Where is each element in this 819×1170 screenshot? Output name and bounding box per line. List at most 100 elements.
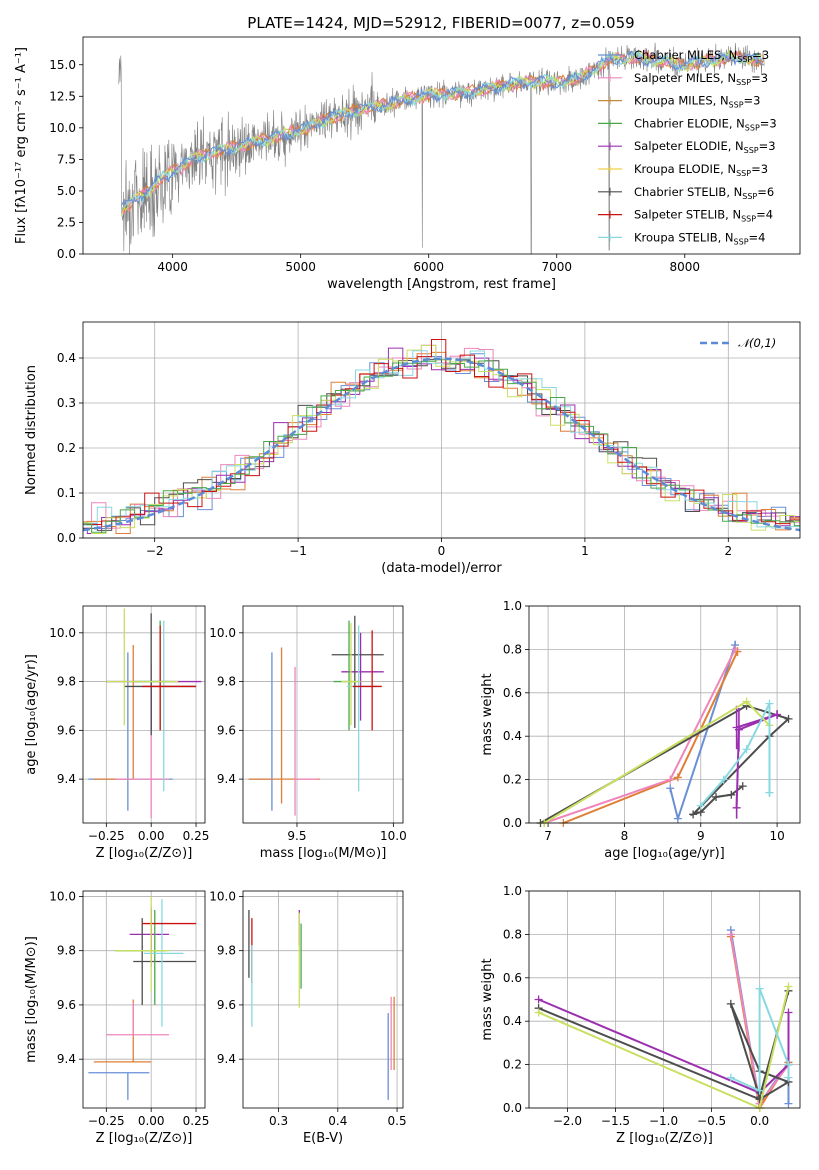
age_vs_mass-errorbar-point <box>248 647 321 804</box>
legend-suffix: =3 <box>744 94 761 108</box>
age_vs_mass-axes: 9.5 10.0 9.4 9.6 9.8 10.0 mass [log₁₀(M/M⊙)] <box>209 606 407 861</box>
weight_vs_age-ylabel: mass weight <box>480 673 495 755</box>
weight_vs_age-ytick-label: 0.8 <box>503 642 522 656</box>
spectrum-ylabel: Flux [fλ10⁻¹⁷ erg cm⁻² s⁻¹ A⁻¹] <box>14 47 29 244</box>
weight_vs_age-ytick-label: 0.0 <box>503 816 522 830</box>
weight_vs_age-marker <box>731 645 740 654</box>
residuals-histogram-step <box>83 350 800 529</box>
mass_vs_Z-ylabel: mass [log₁₀(M/M⊙)] <box>24 936 39 1063</box>
weight_vs_age-series-line <box>563 651 739 824</box>
legend-item: Salpeter STELIB, NSSP=4 <box>598 208 773 224</box>
age_vs_mass-grid <box>243 606 403 823</box>
legend-subscript: SSP <box>737 55 752 64</box>
age_vs_Z-xtick-label: −0.25 <box>88 829 125 843</box>
weight_vs_Z-series-line <box>538 998 790 1094</box>
spectrum-xtick-label: 4000 <box>157 260 188 274</box>
legend-item: Chabrier MILES, NSSP=3 <box>598 48 769 64</box>
age_vs_Z-ytick-label: 9.8 <box>57 675 76 689</box>
age_vs_Z-errorbar-point <box>106 608 179 726</box>
weight_vs_age-marker <box>666 775 675 784</box>
legend-item: Salpeter ELODIE, NSSP=3 <box>598 139 776 155</box>
spectrum-ytick-label: 0.0 <box>57 247 76 261</box>
spectrum-ytick-label: 15.0 <box>49 58 76 72</box>
weight_vs_Z-marker <box>534 995 543 1004</box>
age_vs_mass-ytick-label: 10.0 <box>209 626 236 640</box>
weight_vs_age-series <box>732 705 782 819</box>
plots-layer: 4000 5000 6000 7000 80000.02.55.07.510.012.5… <box>14 36 801 1146</box>
weight_vs_age-xtick-label: 10 <box>769 829 784 843</box>
legend-item: Kroupa STELIB, NSSP=4 <box>598 230 765 246</box>
age_vs_Z-ytick-label: 9.4 <box>57 772 76 786</box>
spectrum-xtick-label: 8000 <box>669 260 700 274</box>
residuals-ytick-label: 0.2 <box>57 441 76 455</box>
weight_vs_age-xtick-label: 9 <box>697 829 705 843</box>
weight_vs_Z-ylabel: mass weight <box>480 958 495 1040</box>
mass_vs_EBV-grid <box>243 891 403 1108</box>
weight_vs_age-series <box>666 640 740 823</box>
weight_vs_Z-xtick-label: −0.5 <box>697 1114 726 1128</box>
age_vs_mass-xtick-label: 10.0 <box>380 829 407 843</box>
mass_vs_Z-xlabel: Z [log₁₀(Z/Z⊙)] <box>96 1131 193 1146</box>
weight_vs_Z-marker <box>784 1008 793 1017</box>
legend-subscript: SSP <box>742 192 757 201</box>
age_vs_Z-ylabel: age [log₁₀(age/yr)] <box>24 654 39 775</box>
weight_vs_Z-xtick-label: −2.0 <box>553 1114 582 1128</box>
weight_vs_age-ytick-label: 0.6 <box>503 686 522 700</box>
residuals-ylabel: Normed distribution <box>24 365 39 495</box>
residuals-ytick-label: 0.3 <box>57 396 76 410</box>
weight_vs_age-xlabel: age [log₁₀(age/yr)] <box>604 846 725 861</box>
legend-label: Chabrier ELODIE, NSSP=3 <box>634 116 777 132</box>
legend-item: Chabrier ELODIE, NSSP=3 <box>598 116 777 132</box>
weight_vs_Z-marker <box>726 930 735 939</box>
weight_vs_age-xtick-label: 8 <box>621 829 629 843</box>
age_vs_mass-xtick-label: 9.5 <box>287 829 306 843</box>
age_vs_mass-ytick-label: 9.4 <box>217 772 236 786</box>
residuals-legend-label: 𝒩(0,1) <box>738 336 776 350</box>
mass_vs_Z-xtick-label: −0.25 <box>88 1114 125 1128</box>
weight_vs_Z-marker <box>726 1073 735 1082</box>
mass_vs_Z-errorbar-point <box>133 918 197 1005</box>
mass_vs_Z-ytick-label: 9.8 <box>57 944 76 958</box>
mass_vs_Z-errorbar-point <box>93 999 152 1063</box>
mass_vs_Z-errorbar-point <box>106 1002 170 1036</box>
weight_vs_age-marker <box>727 790 736 799</box>
legend-subscript: SSP <box>736 169 751 178</box>
weight_vs_age-marker <box>696 801 705 810</box>
weight_vs_age-marker <box>712 792 721 801</box>
legend-subscript: SSP <box>729 101 744 110</box>
age_vs_mass-errorbar-point <box>341 632 384 721</box>
age_vs_Z-grid <box>83 606 205 823</box>
age_vs_Z-ytick-label: 10.0 <box>49 626 76 640</box>
weight_vs_age-marker <box>689 810 698 819</box>
legend-subscript: SSP <box>741 215 756 224</box>
mass_vs_Z-axes: −0.25 0.00 0.25 9.4 9.6 9.8 10.0 Z [log₁₀(Z/Z⊙)… <box>24 889 209 1146</box>
residuals-xtick-label: −2 <box>146 544 164 558</box>
weight_vs_age-marker <box>673 773 682 782</box>
age_vs_mass-xlabel: mass [log₁₀(M/M⊙)] <box>260 846 387 861</box>
residuals-histogram-step <box>83 351 800 534</box>
weight_vs_Z-xtick-label: −1.5 <box>601 1114 630 1128</box>
mass_vs_Z-ytick-label: 10.0 <box>49 889 76 903</box>
legend-suffix: =3 <box>752 48 769 62</box>
weight_vs_Z-marker <box>784 1073 793 1082</box>
mass_vs_Z-xtick-label: 0.00 <box>138 1114 165 1128</box>
mass_vs_Z-errorbar-point <box>88 1072 150 1100</box>
age_vs_Z-ytick-label: 9.6 <box>57 723 76 737</box>
age_vs_Z-errorbar-point <box>115 664 170 819</box>
chart-title: PLATE=1424, MJD=52912, FIBERID=0077, z=0… <box>247 14 634 32</box>
mass_vs_Z-errorbar-point <box>142 909 197 951</box>
age_vs_mass-ytick-label: 9.6 <box>217 723 236 737</box>
weight_vs_Z-frame <box>528 890 801 1109</box>
age_vs_Z-errorbar-point <box>142 625 197 731</box>
age_vs_mass-errorbar-point <box>341 623 361 726</box>
residuals-ytick-label: 0.4 <box>57 351 76 365</box>
weight_vs_Z-ytick-label: 0.2 <box>503 1058 522 1072</box>
legend-item: Salpeter MILES, NSSP=3 <box>598 71 768 87</box>
weight_vs_age-marker <box>673 814 682 823</box>
residuals-grid <box>83 322 800 539</box>
weight_vs_Z-ytick-label: 0.8 <box>503 927 522 941</box>
age_vs_Z-errorbar-point <box>106 680 202 731</box>
weight_vs_age-marker <box>784 714 793 723</box>
residuals-xlabel: (data-model)/error <box>381 561 502 576</box>
mass_vs_EBV-ytick-label: 9.4 <box>217 1052 236 1066</box>
